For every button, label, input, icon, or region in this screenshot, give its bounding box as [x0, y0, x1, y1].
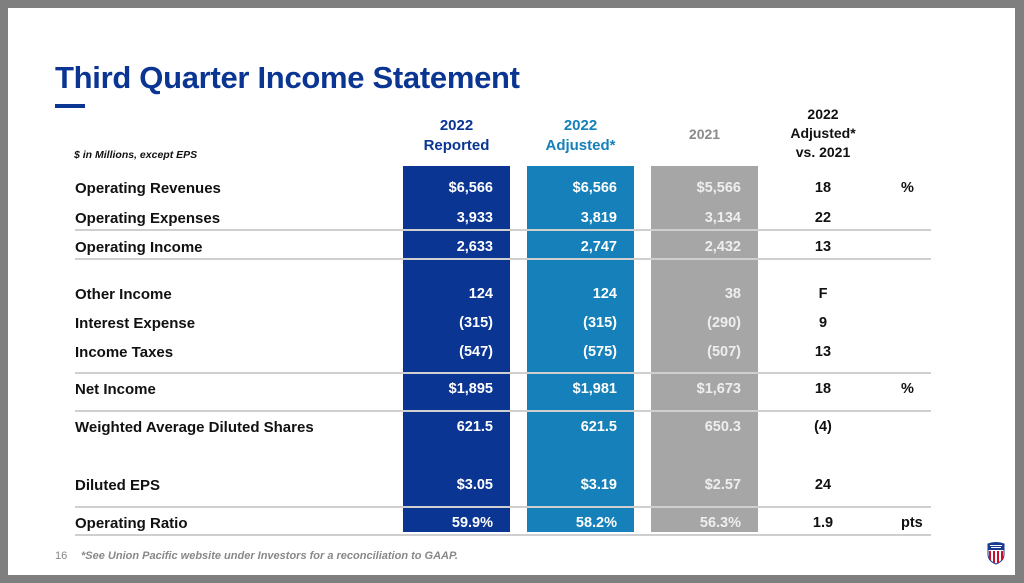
table-row: Operating Income 2,633 2,747 2,432 13	[8, 236, 1015, 260]
value-2022-adjusted: 124	[592, 286, 617, 302]
header-line: 2022	[563, 117, 598, 134]
value-change-unit: pts	[901, 515, 923, 531]
row-label: Weighted Average Diluted Shares	[75, 419, 314, 436]
value-change: 18	[814, 180, 832, 196]
value-2021: 2,432	[704, 239, 741, 255]
value-change: F	[818, 286, 828, 302]
header-line: Reported	[423, 137, 490, 154]
column-adjusted-band	[527, 166, 634, 532]
value-2022-reported: 621.5	[456, 419, 493, 435]
header-line: Adjusted*	[545, 137, 616, 154]
divider	[75, 534, 931, 536]
value-2022-reported: 124	[468, 286, 493, 302]
row-label: Income Taxes	[75, 344, 174, 361]
row-label: Operating Income	[75, 239, 203, 256]
value-2022-reported: $3.05	[456, 477, 493, 493]
title-underline	[55, 104, 85, 108]
value-change: 9	[818, 315, 828, 331]
value-change: 24	[814, 477, 832, 493]
value-2022-reported: (547)	[459, 344, 493, 360]
value-change: 13	[814, 239, 832, 255]
header-line: 2022	[807, 106, 839, 122]
divider	[75, 506, 931, 508]
header-line: Adjusted*	[790, 125, 856, 141]
page-title: Third Quarter Income Statement	[55, 60, 520, 95]
divider	[75, 258, 931, 260]
table-row: Other Income 124 124 38 F	[8, 283, 1015, 307]
table-row: Income Taxes (547) (575) (507) 13	[8, 341, 1015, 365]
row-label: Net Income	[75, 381, 156, 398]
table-row: Diluted EPS $3.05 $3.19 $2.57 24	[8, 474, 1015, 498]
units-note: $ in Millions, except EPS	[74, 149, 198, 161]
value-2021: 650.3	[704, 419, 741, 435]
header-line: 2021	[688, 126, 721, 142]
value-2021: (507)	[707, 344, 741, 360]
footnote: *See Union Pacific website under Investo…	[81, 550, 458, 562]
union-pacific-logo-icon	[987, 542, 1005, 565]
value-2021: $2.57	[704, 477, 741, 493]
row-label: Operating Expenses	[75, 210, 221, 227]
divider	[75, 410, 931, 412]
row-label: Operating Ratio	[75, 515, 188, 532]
value-2021: $5,566	[696, 180, 741, 196]
value-2022-reported: $1,895	[448, 381, 493, 397]
divider	[75, 372, 931, 374]
value-2021: 56.3%	[699, 515, 741, 531]
table-row: Operating Expenses 3,933 3,819 3,134 22	[8, 207, 1015, 231]
value-2022-adjusted: (315)	[583, 315, 617, 331]
value-2022-adjusted: $3.19	[580, 477, 617, 493]
row-label: Other Income	[75, 286, 172, 303]
header-2021: 2021	[651, 124, 758, 144]
column-reported-band	[403, 166, 510, 532]
value-2021: 38	[724, 286, 741, 302]
header-line: vs. 2021	[795, 144, 851, 160]
header-line: 2022	[439, 117, 474, 134]
value-2022-adjusted: $1,981	[572, 381, 617, 397]
value-2022-reported: 2,633	[456, 239, 493, 255]
table-row: Operating Ratio 59.9% 58.2% 56.3% 1.9 pts	[8, 512, 1015, 536]
value-2022-reported: $6,566	[448, 180, 493, 196]
value-2022-adjusted: 3,819	[580, 210, 617, 226]
value-2022-reported: 59.9%	[451, 515, 493, 531]
column-2021-band	[651, 166, 758, 532]
row-label: Diluted EPS	[75, 477, 161, 494]
table-row: Weighted Average Diluted Shares 621.5 621.…	[8, 416, 1015, 440]
value-change: (4)	[814, 419, 832, 435]
table-row: Net Income $1,895 $1,981 $1,673 18%	[8, 378, 1015, 402]
value-2021: 3,134	[704, 210, 741, 226]
value-2022-adjusted: 58.2%	[575, 515, 617, 531]
table-row: Operating Revenues $6,566 $6,566 $5,566 18%	[8, 177, 1015, 201]
value-2022-adjusted: $6,566	[572, 180, 617, 196]
divider	[75, 229, 931, 231]
value-2022-adjusted: 2,747	[580, 239, 617, 255]
row-label: Interest Expense	[75, 315, 196, 332]
header-change: 2022 Adjusted* vs. 2021	[768, 105, 878, 162]
value-change: 13	[814, 344, 832, 360]
row-label: Operating Revenues	[75, 180, 221, 197]
value-2021: (290)	[707, 315, 741, 331]
value-2021: $1,673	[696, 381, 741, 397]
header-2022-adjusted: 2022 Adjusted*	[527, 116, 634, 156]
value-2022-reported: 3,933	[456, 210, 493, 226]
value-change: 18	[814, 381, 832, 397]
header-2022-reported: 2022 Reported	[403, 116, 510, 156]
value-2022-adjusted: (575)	[583, 344, 617, 360]
value-change: 1.9	[812, 515, 834, 531]
value-2022-adjusted: 621.5	[580, 419, 617, 435]
table-row: Interest Expense (315) (315) (290) 9	[8, 312, 1015, 336]
value-2022-reported: (315)	[459, 315, 493, 331]
slide: Third Quarter Income Statement $ in Mill…	[8, 8, 1015, 575]
value-change-unit: %	[901, 180, 914, 196]
value-change-unit: %	[901, 381, 914, 397]
value-change: 22	[814, 210, 832, 226]
page-number: 16	[55, 550, 68, 562]
